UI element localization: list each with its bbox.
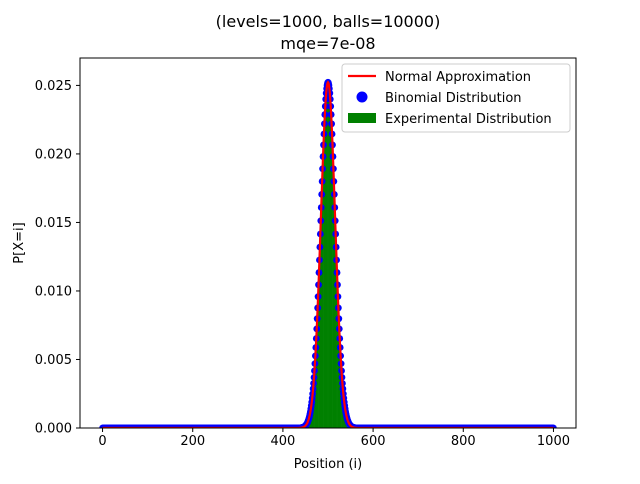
- legend: Normal Approximation Binomial Distributi…: [342, 64, 570, 132]
- legend-label-binomial: Binomial Distribution: [385, 91, 522, 106]
- x-axis-label: Position (i): [294, 457, 363, 472]
- y-tick-label: 0.015: [35, 216, 72, 231]
- x-tick-label: 0: [98, 434, 106, 449]
- legend-dot-swatch: [357, 92, 368, 103]
- chart-title-line1: (levels=1000, balls=10000): [216, 12, 441, 31]
- y-tick-label: 0.010: [35, 284, 72, 299]
- y-tick-label: 0.025: [35, 79, 72, 94]
- x-tick-label: 800: [451, 434, 476, 449]
- y-tick-label: 0.000: [35, 422, 72, 437]
- chart-title-line2: mqe=7e-08: [280, 34, 375, 53]
- x-tick-label: 200: [180, 434, 205, 449]
- legend-label-normal: Normal Approximation: [385, 70, 531, 85]
- y-tick-label: 0.005: [35, 353, 72, 368]
- x-tick-label: 1000: [537, 434, 570, 449]
- x-tick-label: 600: [361, 434, 386, 449]
- y-tick-label: 0.020: [35, 147, 72, 162]
- legend-label-experimental: Experimental Distribution: [385, 112, 552, 127]
- x-tick-label: 400: [270, 434, 295, 449]
- legend-bar-swatch: [348, 113, 376, 123]
- y-axis-label: P[X=i]: [12, 222, 27, 263]
